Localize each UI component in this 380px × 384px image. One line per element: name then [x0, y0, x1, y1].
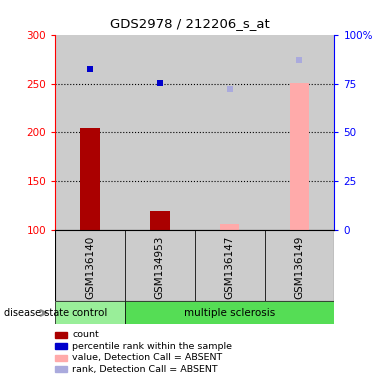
- Text: GSM134953: GSM134953: [155, 236, 165, 300]
- Text: value, Detection Call = ABSENT: value, Detection Call = ABSENT: [72, 353, 222, 362]
- Bar: [195, 35, 264, 230]
- Text: GSM136140: GSM136140: [85, 236, 95, 300]
- FancyBboxPatch shape: [125, 301, 334, 324]
- Text: disease state: disease state: [4, 308, 69, 318]
- Text: GDS2978 / 212206_s_at: GDS2978 / 212206_s_at: [110, 17, 270, 30]
- FancyBboxPatch shape: [55, 230, 125, 301]
- Text: GSM136147: GSM136147: [225, 236, 235, 300]
- FancyBboxPatch shape: [55, 301, 125, 324]
- Text: GSM136149: GSM136149: [294, 236, 304, 300]
- FancyBboxPatch shape: [264, 230, 334, 301]
- FancyBboxPatch shape: [195, 230, 264, 301]
- Text: multiple sclerosis: multiple sclerosis: [184, 308, 275, 318]
- Bar: [80, 127, 100, 230]
- Bar: [264, 35, 334, 230]
- Text: percentile rank within the sample: percentile rank within the sample: [72, 342, 232, 351]
- Bar: [290, 83, 309, 230]
- Bar: [150, 211, 169, 230]
- Text: count: count: [72, 330, 99, 339]
- Text: control: control: [72, 308, 108, 318]
- Bar: [125, 35, 195, 230]
- Bar: [220, 223, 239, 230]
- Text: rank, Detection Call = ABSENT: rank, Detection Call = ABSENT: [72, 365, 218, 374]
- Bar: [55, 35, 125, 230]
- FancyBboxPatch shape: [125, 230, 195, 301]
